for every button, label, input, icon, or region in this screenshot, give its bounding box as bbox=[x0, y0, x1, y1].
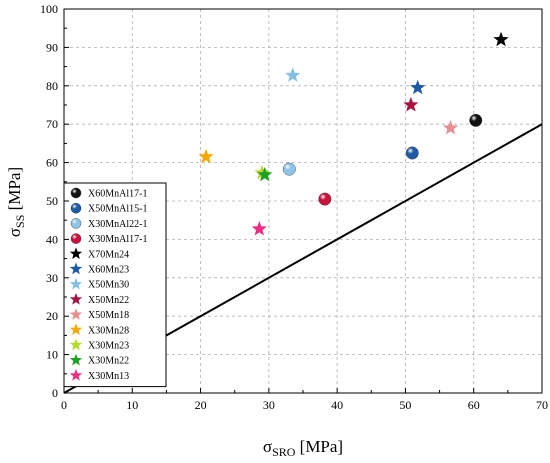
y-tick-label: 100 bbox=[40, 2, 58, 16]
data-point-x50mnal15-1 bbox=[405, 146, 419, 160]
legend-label: X70Mn24 bbox=[88, 249, 129, 260]
data-point-x50mn30 bbox=[285, 67, 301, 82]
y-tick-label: 80 bbox=[46, 79, 58, 93]
legend-marker bbox=[69, 247, 83, 260]
x-tick-label: 70 bbox=[536, 398, 548, 412]
y-tick-label: 0 bbox=[52, 386, 58, 400]
y-tick-label: 90 bbox=[46, 40, 58, 54]
legend-label: X30Mn28 bbox=[88, 325, 129, 336]
axes bbox=[63, 8, 543, 394]
legend-marker bbox=[70, 218, 82, 229]
y-tick-label: 20 bbox=[46, 309, 58, 323]
legend-label: X30Mn23 bbox=[88, 341, 129, 352]
data-point-x50mn22 bbox=[403, 97, 419, 112]
legend-marker bbox=[69, 292, 83, 305]
data-point-x60mn23 bbox=[410, 79, 426, 95]
legend-marker bbox=[69, 277, 83, 290]
legend-label: X50Mn18 bbox=[88, 310, 129, 321]
y-tick-label: 30 bbox=[46, 271, 58, 285]
y-tick-label: 50 bbox=[46, 194, 58, 208]
legend-label: X30Mn22 bbox=[88, 356, 129, 367]
x-tick-label: 50 bbox=[399, 398, 411, 412]
legend-label: X50Mn22 bbox=[88, 295, 129, 306]
x-tick-label: 20 bbox=[195, 398, 207, 412]
y-tick-label: 10 bbox=[46, 348, 58, 362]
legend-label: X60MnAl17-1 bbox=[88, 189, 147, 200]
legend-marker bbox=[69, 368, 83, 381]
y-tick-label: 40 bbox=[46, 232, 58, 246]
legend-marker bbox=[69, 353, 83, 366]
x-tick-label: 10 bbox=[126, 398, 138, 412]
data-point-x30mn28 bbox=[198, 148, 214, 164]
data-point-x70mn24 bbox=[493, 31, 509, 47]
data-points bbox=[198, 31, 509, 236]
y-axis-title: σSS [MPa] bbox=[5, 167, 27, 237]
data-point-x30mnal22-1 bbox=[282, 162, 296, 176]
x-axis-title: σSRO [MPa] bbox=[263, 437, 343, 459]
legend-label: X30MnAl17-1 bbox=[88, 234, 147, 245]
legend-marker bbox=[69, 323, 83, 336]
data-point-x60mnal17-1 bbox=[469, 113, 483, 127]
x-tick-label: 30 bbox=[263, 398, 275, 412]
legend-label: X60Mn23 bbox=[88, 265, 129, 276]
data-point-x30mn22 bbox=[257, 166, 273, 182]
legend-marker bbox=[70, 187, 82, 199]
legend-label: X50Mn30 bbox=[88, 280, 129, 291]
legend-marker bbox=[69, 262, 83, 275]
x-tick-label: 60 bbox=[468, 398, 480, 412]
y-tick-label: 70 bbox=[46, 117, 58, 131]
legend-label: X30Mn13 bbox=[88, 371, 129, 382]
data-point-x30mn13 bbox=[251, 221, 267, 236]
legend-label: X50MnAl15-1 bbox=[88, 204, 147, 215]
legend-marker bbox=[70, 202, 82, 214]
legend-marker bbox=[69, 338, 83, 351]
y-tick-label: 60 bbox=[46, 156, 58, 170]
legend: X60MnAl17-1 X50MnAl15-1 X30MnAl22-1 X30MnAl… bbox=[63, 182, 167, 388]
legend-marker bbox=[69, 308, 83, 320]
legend-box bbox=[63, 182, 167, 388]
data-point-x30mnal17-1 bbox=[318, 192, 332, 206]
data-point-x50mn18 bbox=[442, 120, 459, 135]
tick-labels: 0 10 20 30 40 50 60 70 0 10 20 30 40 50 60 70 80 90 100 bbox=[40, 2, 548, 412]
legend-marker bbox=[70, 233, 82, 244]
legend-label: X30MnAl22-1 bbox=[88, 219, 147, 230]
x-tick-label: 0 bbox=[61, 398, 67, 412]
x-tick-label: 40 bbox=[331, 398, 343, 412]
